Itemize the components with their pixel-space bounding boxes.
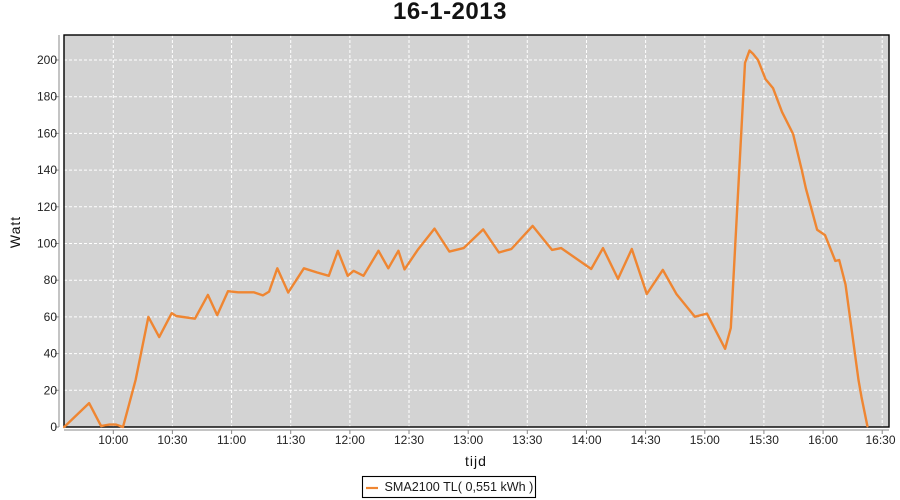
svg-text:10:30: 10:30 <box>157 433 187 447</box>
svg-text:16:00: 16:00 <box>808 433 838 447</box>
svg-text:0: 0 <box>50 420 57 434</box>
svg-text:tijd: tijd <box>465 453 487 469</box>
svg-text:15:30: 15:30 <box>749 433 779 447</box>
svg-text:120: 120 <box>37 200 57 214</box>
svg-text:20: 20 <box>44 383 58 397</box>
svg-text:100: 100 <box>37 237 57 251</box>
svg-text:10:00: 10:00 <box>98 433 128 447</box>
svg-text:160: 160 <box>37 126 57 140</box>
svg-text:140: 140 <box>37 163 57 177</box>
svg-text:14:30: 14:30 <box>631 433 661 447</box>
svg-text:60: 60 <box>44 310 58 324</box>
svg-text:12:00: 12:00 <box>335 433 365 447</box>
svg-text:80: 80 <box>44 273 58 287</box>
svg-text:200: 200 <box>37 53 57 67</box>
svg-text:11:30: 11:30 <box>276 433 305 447</box>
svg-text:12:30: 12:30 <box>394 433 424 447</box>
svg-text:13:30: 13:30 <box>512 433 542 447</box>
svg-text:14:00: 14:00 <box>571 433 601 447</box>
svg-text:SMA2100 TL( 0,551 kWh ): SMA2100 TL( 0,551 kWh ) <box>385 480 534 494</box>
svg-text:13:00: 13:00 <box>453 433 483 447</box>
svg-text:11:00: 11:00 <box>217 433 246 447</box>
svg-text:40: 40 <box>44 347 58 361</box>
svg-text:Watt: Watt <box>7 216 23 248</box>
svg-text:180: 180 <box>37 90 57 104</box>
svg-text:15:00: 15:00 <box>690 433 720 447</box>
svg-text:16:30: 16:30 <box>865 433 895 447</box>
